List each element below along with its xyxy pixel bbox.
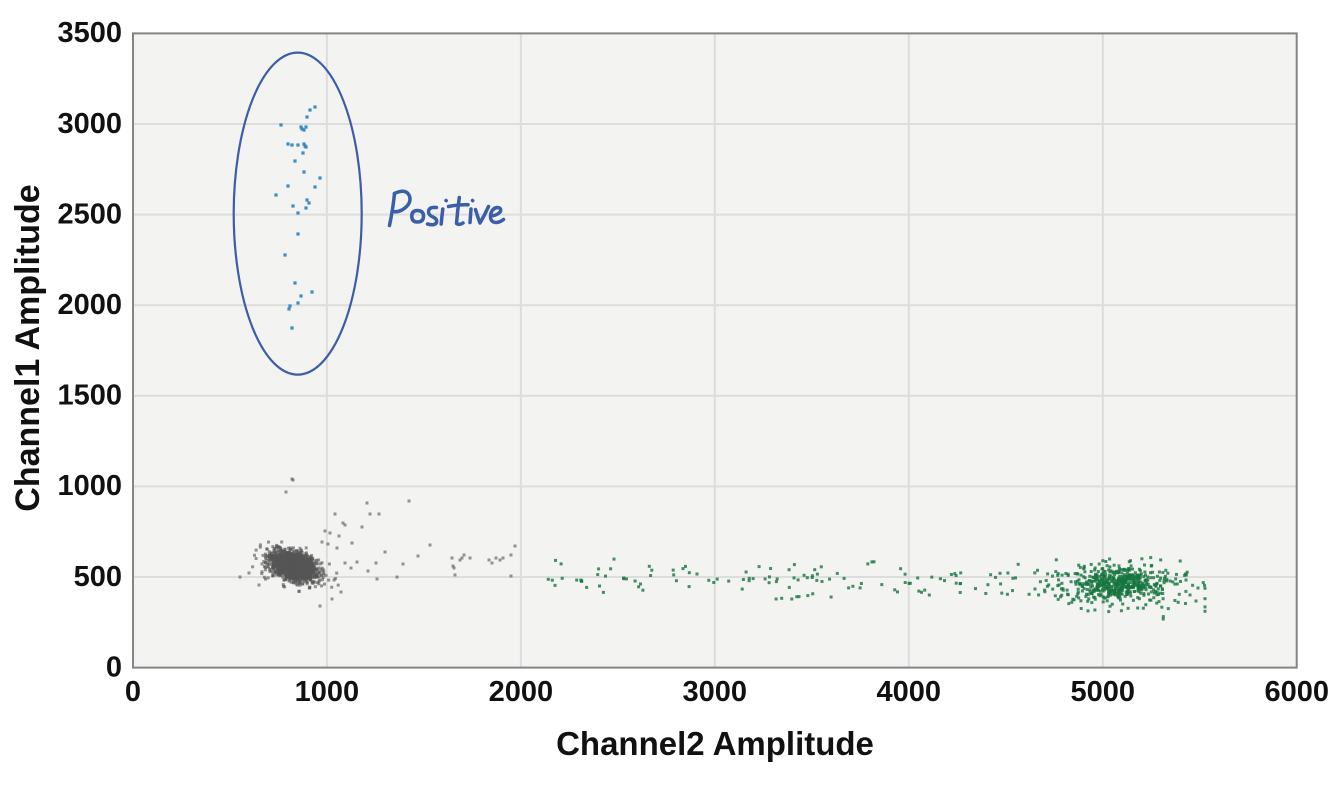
svg-text:5000: 5000 xyxy=(1071,676,1136,708)
svg-text:0: 0 xyxy=(106,651,122,683)
svg-text:Channel2 Amplitude: Channel2 Amplitude xyxy=(556,725,874,762)
svg-text:1000: 1000 xyxy=(295,676,360,708)
svg-text:4000: 4000 xyxy=(877,676,942,708)
svg-text:2500: 2500 xyxy=(57,198,122,230)
svg-text:0: 0 xyxy=(125,676,141,708)
svg-text:Channel1 Amplitude: Channel1 Amplitude xyxy=(9,184,47,511)
svg-text:500: 500 xyxy=(74,561,122,593)
svg-text:3000: 3000 xyxy=(57,108,122,140)
svg-text:6000: 6000 xyxy=(1264,676,1329,708)
svg-text:1500: 1500 xyxy=(57,380,122,412)
svg-text:2000: 2000 xyxy=(489,676,554,708)
svg-text:3500: 3500 xyxy=(57,17,122,49)
svg-text:2000: 2000 xyxy=(57,289,122,321)
svg-text:1000: 1000 xyxy=(57,470,122,502)
svg-text:3000: 3000 xyxy=(683,676,748,708)
